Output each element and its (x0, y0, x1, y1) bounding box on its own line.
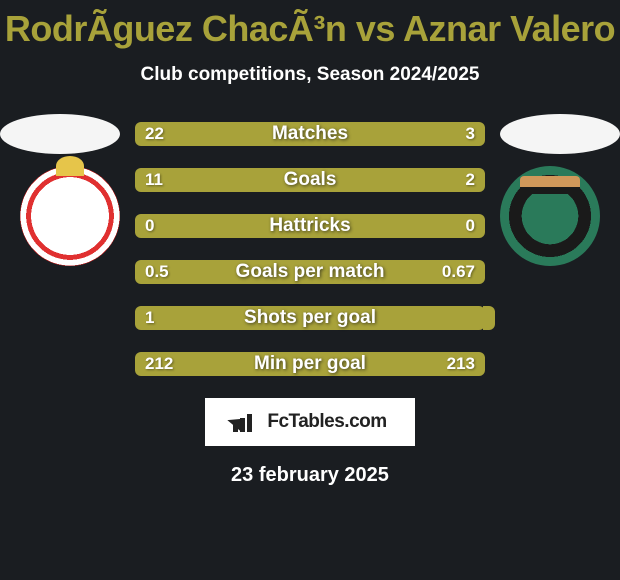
stat-bars: 22 Matches 3 11 Goals 2 0 Hattricks 0 0.… (135, 114, 485, 376)
stat-left-value: 22 (145, 124, 164, 144)
stat-left-value: 11 (145, 170, 163, 190)
stat-row: 1 Shots per goal (135, 306, 485, 330)
stat-label: Shots per goal (244, 307, 376, 329)
stat-right-value: 0 (466, 216, 475, 236)
stat-left-value: 1 (145, 308, 154, 328)
stat-label: Goals (284, 169, 337, 191)
fctables-icon (233, 412, 261, 432)
stat-row: 11 Goals 2 (135, 168, 485, 192)
comparison-content: 22 Matches 3 11 Goals 2 0 Hattricks 0 0.… (0, 114, 620, 487)
stat-left-value: 0.5 (145, 262, 169, 282)
stat-label: Goals per match (236, 261, 385, 283)
stat-row: 0 Hattricks 0 (135, 214, 485, 238)
stat-label: Min per goal (254, 353, 366, 375)
page-title: RodrÃ­guez ChacÃ³n vs Aznar Valero (0, 0, 620, 50)
flag-right (500, 114, 620, 154)
stat-left-value: 212 (145, 354, 173, 374)
page-subtitle: Club competitions, Season 2024/2025 (0, 64, 620, 86)
stat-row: 0.5 Goals per match 0.67 (135, 260, 485, 284)
team-logo-left (20, 166, 120, 266)
stat-row: 212 Min per goal 213 (135, 352, 485, 376)
stat-left-value: 0 (145, 216, 154, 236)
stat-right-value: 3 (466, 124, 475, 144)
brand-box: FcTables.com (205, 398, 415, 446)
stat-label: Matches (272, 123, 348, 145)
stat-label: Hattricks (269, 215, 350, 237)
stat-right-value: 2 (466, 170, 475, 190)
brand-text: FcTables.com (267, 411, 386, 433)
stat-right-value: 0.67 (442, 262, 475, 282)
stat-right-value: 213 (447, 354, 475, 374)
flag-left (0, 114, 120, 154)
stat-row: 22 Matches 3 (135, 122, 485, 146)
date-label: 23 february 2025 (0, 464, 620, 487)
team-logo-right (500, 166, 600, 266)
